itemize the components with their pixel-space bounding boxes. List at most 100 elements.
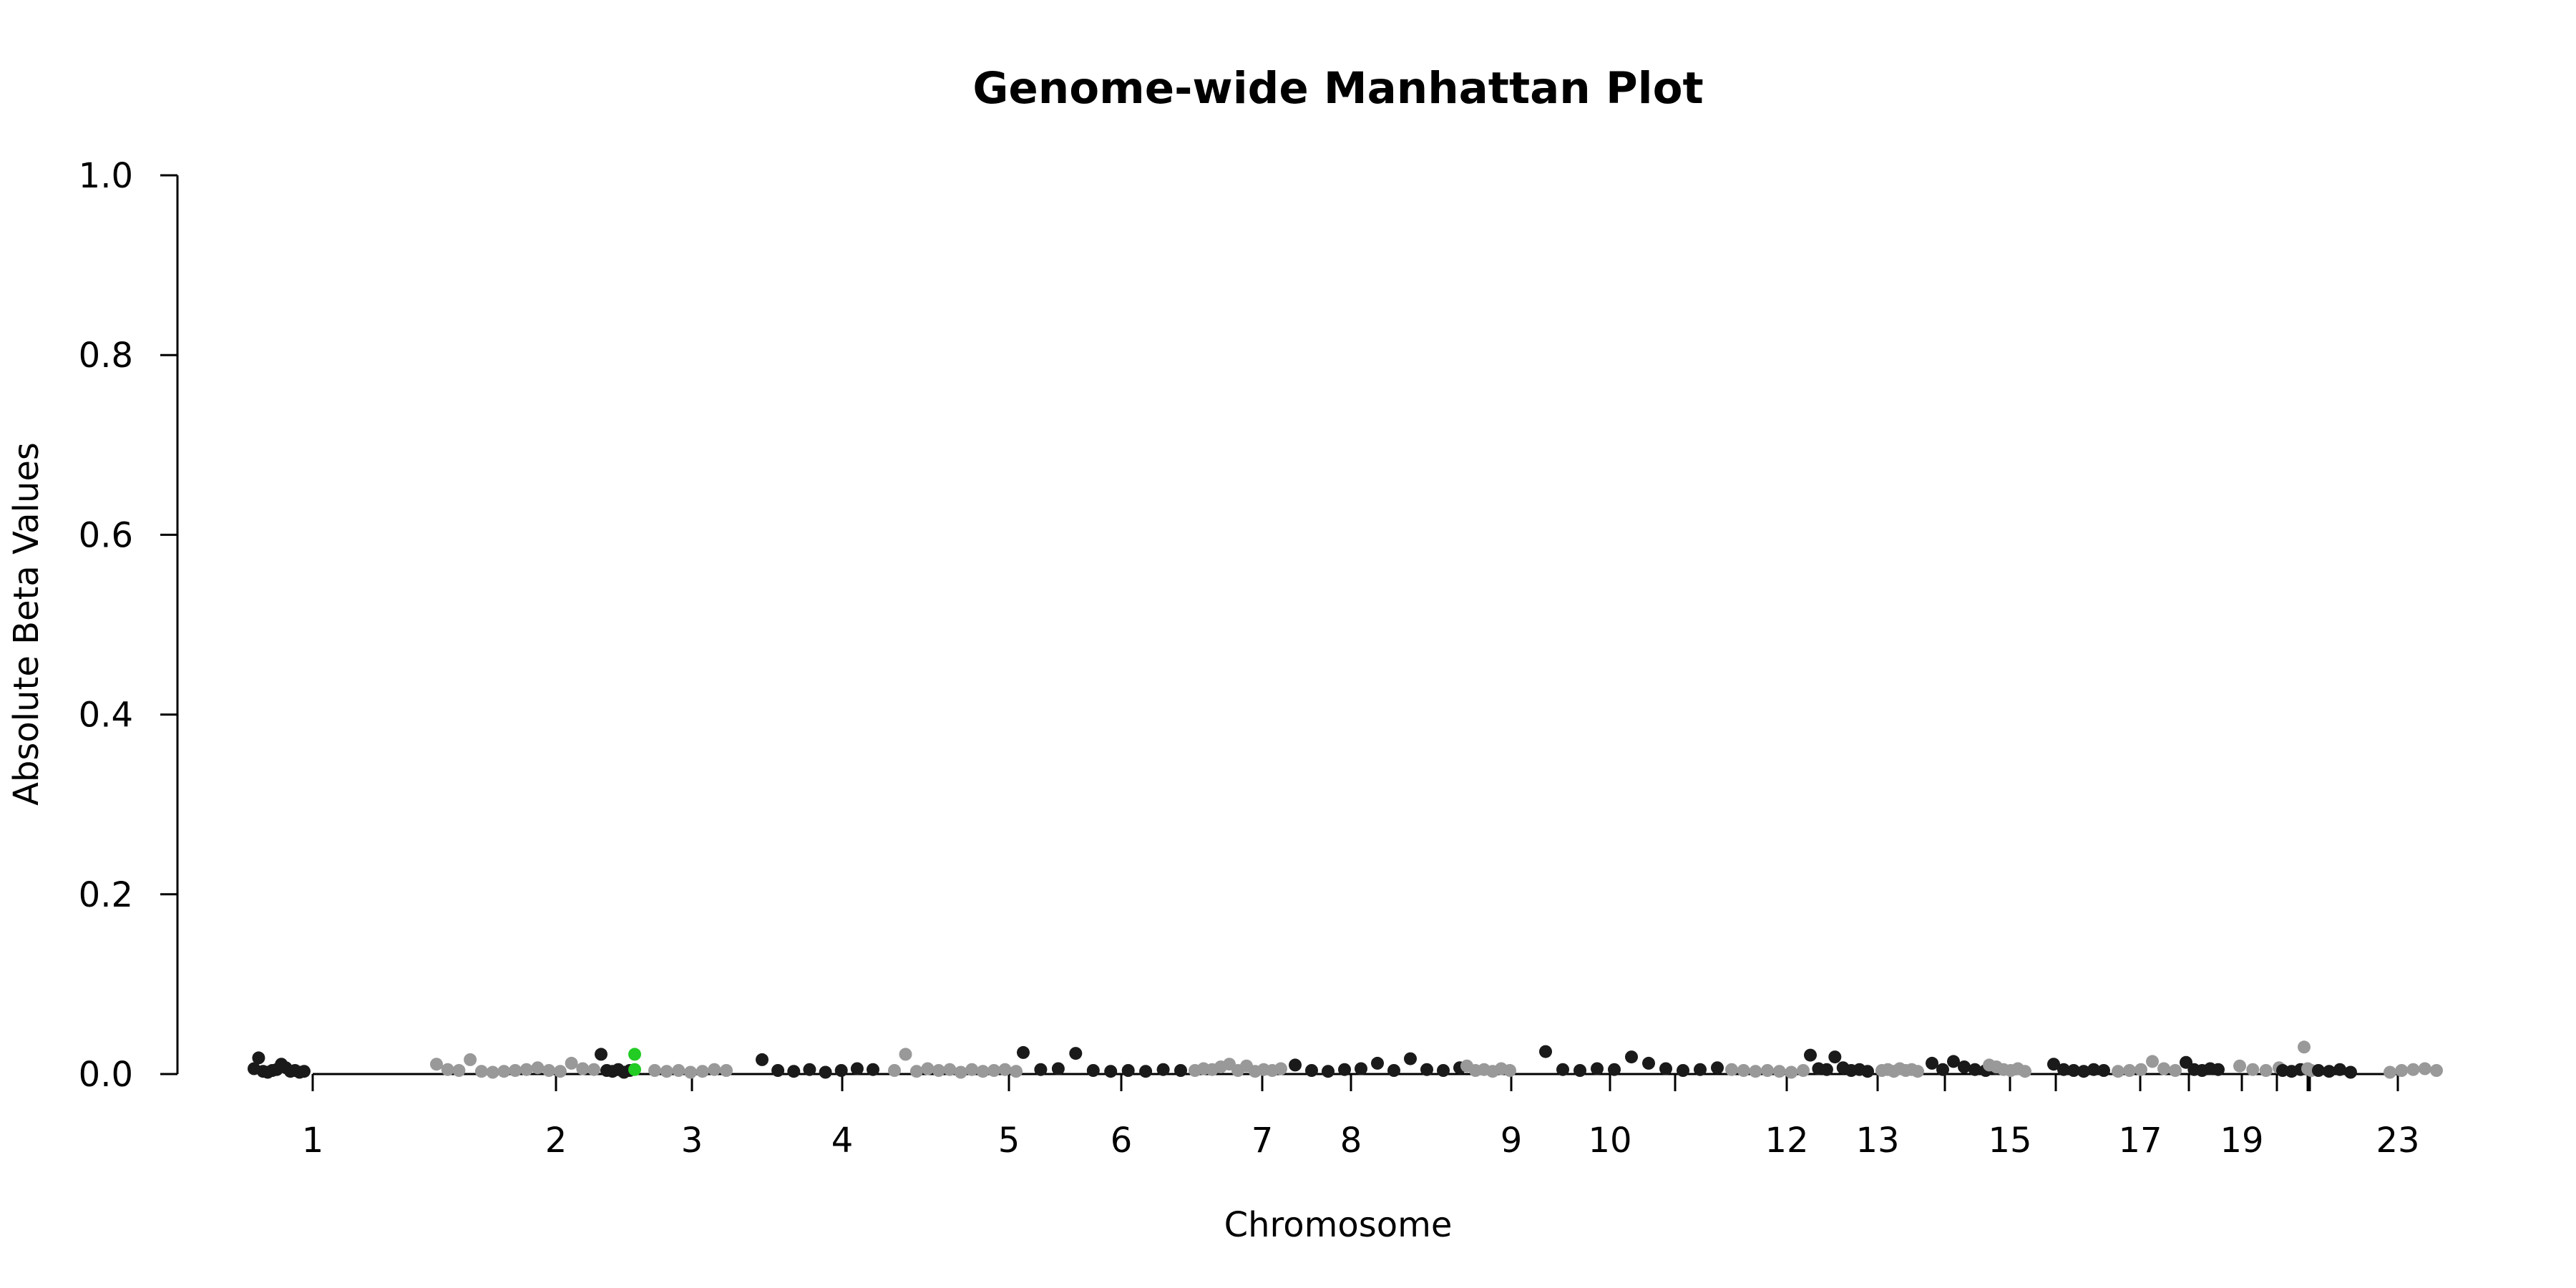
data-point [565,1056,578,1070]
chart-title: Genome-wide Manhattan Plot [972,63,1703,114]
data-point [1322,1065,1335,1078]
data-point [1947,1055,1960,1068]
x-tick-label: 15 [1988,1121,2031,1161]
data-point [452,1064,466,1077]
data-point [1104,1065,1118,1078]
data-point [1737,1064,1750,1077]
data-point [1642,1056,1655,1070]
data-point [1069,1047,1083,1060]
data-point [708,1063,721,1076]
data-point [2344,1065,2357,1079]
data-point [834,1064,848,1077]
data-point [684,1065,697,1079]
data-point [542,1064,556,1077]
data-point [1677,1064,1689,1077]
data-point [1305,1064,1318,1077]
data-point [1121,1064,1135,1077]
data-point [899,1048,912,1061]
data-point [1539,1045,1552,1058]
data-point [1694,1063,1707,1076]
y-axis-label: Absolute Beta Values [6,442,47,806]
data-point [1051,1062,1065,1075]
data-point [531,1061,545,1075]
data-point [1338,1063,1351,1076]
x-axis-ticks: 1 2 3 4 5 6 7 8 9 10 12 13 15 17 19 23 [302,1074,2420,1161]
data-point [509,1064,522,1077]
data-point [2146,1055,2159,1068]
data-point [756,1053,769,1066]
data-point [660,1065,673,1078]
data-point [1861,1065,1874,1078]
x-tick-label: 7 [1252,1121,1274,1161]
data-point [1174,1064,1187,1077]
data-point [1274,1062,1287,1075]
data-point [1086,1064,1100,1077]
y-tick-label: 0.2 [79,875,133,915]
y-tick-label: 0.6 [79,515,133,555]
data-point [1968,1063,1981,1076]
data-point [1371,1056,1384,1070]
data-point [474,1065,488,1078]
data-point [720,1064,733,1077]
data-point [2077,1065,2090,1078]
data-point [1749,1065,1762,1078]
y-tick-label: 0.8 [79,336,133,376]
data-point [1156,1063,1170,1076]
data-point [441,1063,454,1076]
data-point [2123,1064,2136,1077]
data-point [2406,1063,2420,1076]
x-tick-label: 9 [1501,1121,1523,1161]
data-point [1355,1062,1367,1075]
data-point [1711,1061,1724,1075]
data-point [2047,1058,2060,1071]
data-point [519,1063,533,1076]
x-tick-label: 17 [2118,1121,2162,1161]
data-point [850,1062,864,1075]
data-point [2057,1063,2070,1076]
data-point [648,1064,661,1077]
data-point [1804,1048,1817,1062]
x-tick-label: 5 [998,1121,1020,1161]
y-tick-label: 0.4 [79,696,133,736]
data-point [1772,1065,1786,1078]
data-point [1926,1056,1938,1070]
data-point [1958,1060,1971,1073]
data-point [2430,1064,2443,1077]
data-point [771,1064,785,1077]
y-axis-ticks: 0.0 0.2 0.4 0.6 0.8 1.0 [79,156,177,1095]
data-point [1404,1052,1417,1065]
data-point [430,1058,443,1071]
data-point [2395,1064,2409,1077]
data-point [998,1063,1012,1076]
data-point [2097,1064,2110,1077]
data-point [787,1065,801,1078]
x-tick-label: 6 [1111,1121,1133,1161]
data-point [819,1065,832,1079]
data-point [486,1065,499,1079]
data-point [1289,1058,1302,1072]
data-point [464,1053,477,1066]
data-point [2087,1063,2100,1076]
data-point [965,1063,979,1076]
data-point [252,1051,265,1065]
data-point [1420,1063,1433,1076]
data-point [2169,1064,2182,1077]
data-point [2333,1063,2346,1076]
data-point [1785,1065,1798,1079]
data-point [696,1065,709,1078]
data-point [587,1063,600,1076]
x-tick-label: 3 [681,1121,703,1161]
x-tick-label: 23 [2376,1121,2419,1161]
data-point [2157,1062,2170,1075]
data-point [1828,1050,1842,1064]
data-point [2246,1063,2260,1076]
data-point [1387,1064,1400,1077]
data-point [1797,1064,1810,1077]
data-point [1139,1065,1153,1078]
data-point [1574,1064,1586,1077]
data-point [2112,1065,2124,1078]
data-point [2067,1064,2080,1077]
x-tick-label: 4 [831,1121,854,1161]
data-point [2384,1065,2396,1079]
